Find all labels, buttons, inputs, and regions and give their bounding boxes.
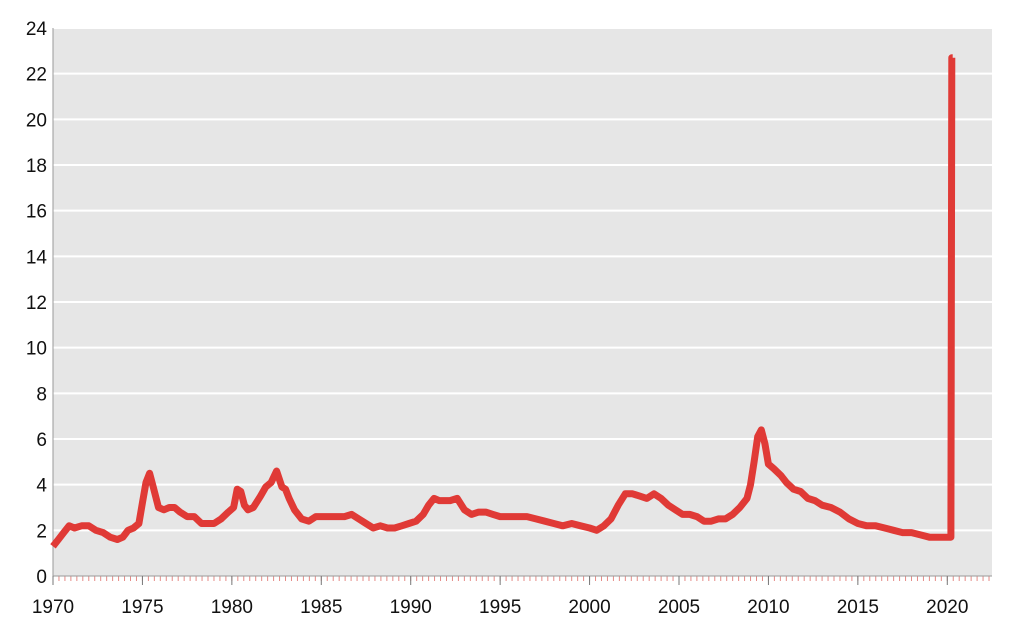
- x-tick-label-1980: 1980: [211, 597, 253, 618]
- y-tick-label-10: 10: [26, 339, 47, 360]
- y-tick-label-4: 4: [36, 476, 47, 497]
- y-tick-label-16: 16: [26, 202, 47, 223]
- x-tick-label-1975: 1975: [121, 597, 163, 618]
- y-tick-label-24: 24: [26, 19, 48, 40]
- x-tick-label-2020: 2020: [926, 597, 968, 618]
- series-layer: [50, 54, 956, 549]
- y-tick-label-22: 22: [26, 65, 47, 86]
- y-tick-label-14: 14: [26, 247, 48, 268]
- x-tick-label-2000: 2000: [568, 597, 610, 618]
- axes: [52, 28, 992, 577]
- x-axis-tick-labels: 1970 1975 1980 1985 1990 1995 2000 2005 2010 2015…: [32, 576, 968, 618]
- series-line-0: [50, 54, 956, 549]
- y-tick-label-8: 8: [36, 384, 47, 405]
- y-tick-label-0: 0: [36, 567, 47, 588]
- y-tick-label-18: 18: [26, 156, 47, 177]
- x-tick-label-1985: 1985: [300, 597, 342, 618]
- y-tick-label-6: 6: [36, 430, 47, 451]
- x-tick-label-2005: 2005: [658, 597, 700, 618]
- x-tick-label-1990: 1990: [390, 597, 432, 618]
- x-tick-label-2015: 2015: [837, 597, 879, 618]
- y-tick-label-20: 20: [26, 110, 47, 131]
- x-tick-label-1995: 1995: [479, 597, 521, 618]
- x-tick-label-1970: 1970: [32, 597, 74, 618]
- y-tick-label-12: 12: [26, 293, 47, 314]
- x-tick-label-2010: 2010: [747, 597, 789, 618]
- x-axis-minor-ticks: [52, 576, 990, 581]
- y-tick-label-2: 2: [36, 521, 47, 542]
- gridlines: [53, 27, 992, 532]
